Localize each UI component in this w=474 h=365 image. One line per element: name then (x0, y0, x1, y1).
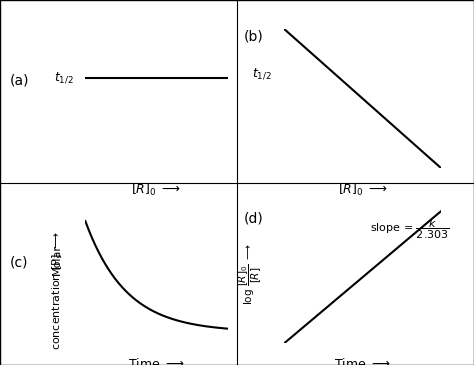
Text: $[R]_0$ $\longrightarrow$: $[R]_0$ $\longrightarrow$ (131, 182, 182, 198)
Text: $t_{1/2}$: $t_{1/2}$ (54, 70, 74, 85)
Text: (b): (b) (244, 30, 264, 43)
Text: $[R]_0$ $\longrightarrow$: $[R]_0$ $\longrightarrow$ (337, 182, 388, 198)
Text: (c): (c) (9, 256, 28, 270)
Text: $\log\,\dfrac{[R]_0}{[R]}$ $\longrightarrow$: $\log\,\dfrac{[R]_0}{[R]}$ $\longrightar… (237, 243, 264, 305)
Text: Time $\longrightarrow$: Time $\longrightarrow$ (334, 357, 391, 365)
Text: concentration [P] $\longrightarrow$: concentration [P] $\longrightarrow$ (50, 231, 64, 350)
Text: $t_{1/2}$: $t_{1/2}$ (252, 66, 272, 81)
Text: slope = $\dfrac{k}{2.303}$: slope = $\dfrac{k}{2.303}$ (370, 218, 450, 241)
Text: Molar: Molar (52, 245, 62, 275)
Text: (d): (d) (244, 212, 264, 226)
Text: (a): (a) (9, 73, 29, 87)
Text: Time $\longrightarrow$: Time $\longrightarrow$ (128, 357, 185, 365)
